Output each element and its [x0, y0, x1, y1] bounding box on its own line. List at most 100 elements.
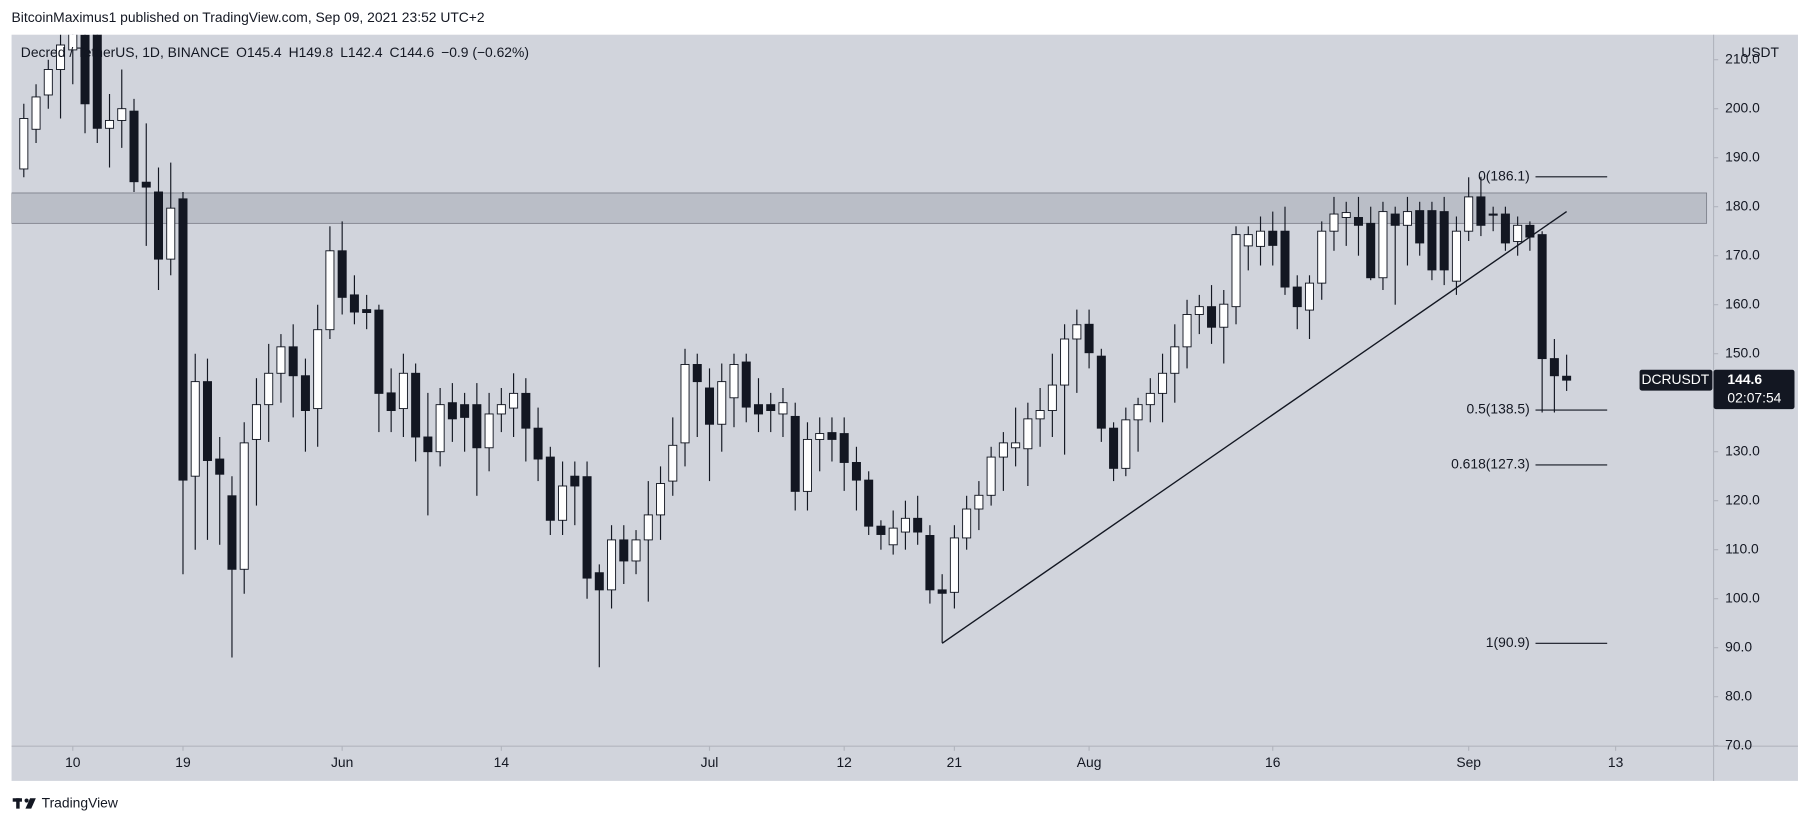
candle-body-up [239, 442, 249, 570]
candle-body-down [386, 392, 396, 411]
candle-body-up [56, 44, 66, 70]
candle-body-up [313, 329, 323, 410]
candle-body-up [815, 433, 825, 440]
candle-body-up [1378, 211, 1388, 279]
candle-body-down [349, 294, 359, 313]
fib-level-label: 1(90.9) [1486, 634, 1530, 650]
candle-body-up [1513, 224, 1523, 242]
candle-body-up [1023, 418, 1033, 450]
candle-body-up [1341, 212, 1351, 218]
y-tick-label: 160.0 [1725, 295, 1760, 311]
x-tick-label: Sep [1456, 754, 1481, 770]
y-tick-label: 150.0 [1725, 344, 1760, 360]
candle-body-up [31, 96, 41, 130]
candle-body-up [509, 392, 519, 409]
y-tick-label: 190.0 [1725, 148, 1760, 164]
candle-body-down [1415, 210, 1425, 244]
candle-body-down [411, 372, 421, 438]
price-tag [1713, 369, 1795, 410]
candle-body-down [300, 375, 310, 411]
candle-body-down [472, 404, 482, 449]
candle-body-up [680, 364, 690, 444]
candle-body-up [1121, 419, 1131, 469]
candle-body-down [1084, 323, 1094, 354]
y-tick-label: 120.0 [1725, 491, 1760, 507]
x-tick-label: Jul [701, 754, 719, 770]
candle-body-down [1207, 306, 1217, 328]
candle-body-up [1464, 196, 1474, 232]
candle-body-up [1035, 410, 1045, 420]
candle-body-up [717, 381, 727, 425]
candle-body-up [1170, 346, 1180, 374]
x-tick-label: Jun [331, 754, 353, 770]
candle-body-down [141, 181, 151, 188]
candle-body-up [631, 539, 641, 562]
y-tick-label: 180.0 [1725, 197, 1760, 213]
candle-body-down [215, 458, 225, 475]
candle-body-up [1072, 324, 1082, 340]
candle-body-up [656, 483, 666, 516]
candle-body-up [435, 404, 445, 453]
candle-body-down [1292, 286, 1302, 308]
candle-body-up [1317, 230, 1327, 284]
candle-body-up [1231, 234, 1241, 308]
y-tick-label: 70.0 [1725, 736, 1752, 752]
legend: Decred / TetherUS, 1D, BINANCE O145.4 H149… [21, 44, 529, 60]
candle-body-down [288, 346, 298, 377]
candle-body-up [68, 34, 78, 51]
y-tick-label: 110.0 [1725, 540, 1759, 556]
candle-body-down [227, 495, 237, 570]
candle-body-down [92, 34, 102, 129]
candle-body-down [766, 404, 776, 411]
candle-body-up [1133, 404, 1143, 421]
candle-body-down [80, 34, 90, 105]
candle-body-up [1243, 234, 1253, 247]
candle-body-down [790, 415, 800, 492]
y-tick-label: 100.0 [1725, 589, 1760, 605]
y-tick-label: 170.0 [1725, 246, 1760, 262]
candle-body-down [1427, 210, 1437, 271]
candle-body-down [827, 432, 837, 440]
candle-body-up [668, 444, 678, 482]
candle-body-down [460, 404, 470, 418]
candle-body-down [741, 361, 751, 408]
x-tick-label: Aug [1077, 754, 1102, 770]
candle-body-down [1366, 222, 1376, 279]
legend-item: H149.8 [289, 44, 334, 60]
candle-body-up [1182, 314, 1192, 348]
candle-body-up [949, 537, 959, 593]
candle-body-down [1488, 213, 1498, 216]
candle-body-up [1158, 372, 1168, 394]
legend-item: L142.4 [340, 44, 383, 60]
brand-name: TradingView [42, 795, 119, 811]
candle-body-down [913, 517, 923, 533]
brand-logo [12, 798, 36, 809]
candle-body-down [1268, 230, 1278, 246]
candle-body-down [753, 404, 763, 415]
fib-level-label: 0.618(127.3) [1451, 456, 1530, 472]
symbol-tag [1639, 369, 1713, 391]
x-tick-label: 16 [1265, 754, 1281, 770]
candle-body-down [202, 381, 212, 461]
candle-body-down [582, 476, 592, 579]
candle-body-up [43, 69, 53, 96]
candle-body-down [864, 479, 874, 527]
candle-body-down [521, 392, 531, 429]
candle-body-down [1562, 375, 1572, 381]
fib-level-label: 0.5(138.5) [1467, 401, 1530, 417]
candle-body-up [19, 118, 29, 170]
chart-panel [11, 34, 1798, 781]
y-tick-label: 210.0 [1725, 50, 1760, 66]
candle-body-up [1256, 230, 1266, 247]
candle-body-down [362, 309, 372, 313]
candle-body-down [594, 572, 604, 591]
candle-body-down [533, 427, 543, 460]
x-tick-label: 13 [1608, 754, 1624, 770]
candle-body-down [1353, 217, 1363, 226]
y-unit: USDT [1741, 44, 1779, 60]
candle-body-up [1047, 384, 1057, 411]
candle-body-down [1500, 213, 1510, 244]
x-tick-label: 14 [494, 754, 510, 770]
candle-body-up [1329, 213, 1339, 232]
